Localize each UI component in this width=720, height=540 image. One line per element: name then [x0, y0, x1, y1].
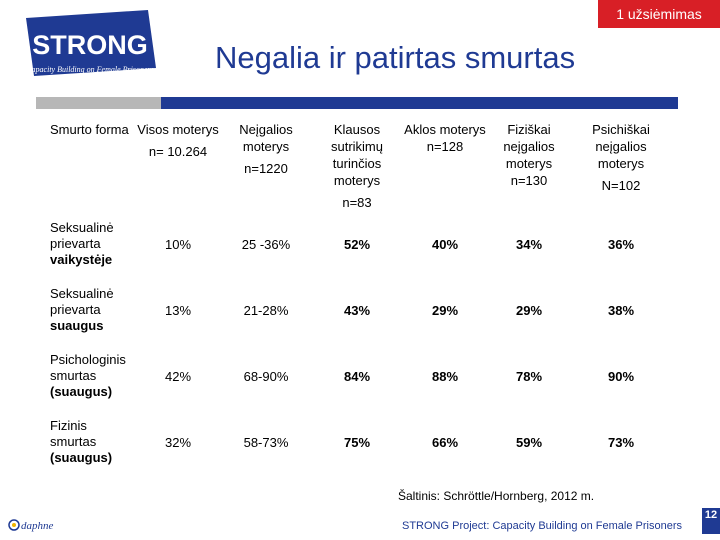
session-badge: 1 užsiėmimas — [598, 0, 720, 28]
column-header: Aklos moterys n=128 — [404, 122, 486, 154]
table-cell: 36% — [607, 236, 635, 252]
table-row: Fizinis smurtas (suaugus) 32% 58-73% 75% 6… — [42, 409, 670, 475]
source-note: Šaltinis: Schröttle/Hornberg, 2012 m. — [398, 489, 595, 503]
row-label: Seksualinė prievarta suaugus — [50, 286, 114, 333]
table-row: Seksualinė prievarta suaugus 13% 21-28% 43… — [42, 277, 670, 343]
table-cell: 40% — [431, 236, 459, 252]
column-header: Klausos sutrikimų turinčios moterys n=83 — [330, 122, 383, 210]
table-cell: 34% — [515, 236, 543, 252]
table-cell: 59% — [515, 434, 543, 450]
table-header-row: Smurto forma Visos moterys n= 10.264 Neįg… — [42, 115, 670, 211]
column-header: Psichiškai neįgalios moterys N=102 — [592, 122, 650, 193]
table-row: Seksualinė prievarta vaikystėje 10% 25 -36… — [42, 211, 670, 277]
column-header: Fiziškai neįgalios moterys n=130 — [503, 122, 555, 188]
strong-logo: STRONG Capacity Building on Female Priso… — [26, 10, 156, 76]
table-cell: 78% — [515, 368, 543, 384]
table-cell: 42% — [164, 368, 192, 384]
column-header: Visos moterys n= 10.264 — [137, 122, 219, 159]
table-cell: 25 -36% — [241, 236, 291, 252]
table-cell: 10% — [164, 236, 192, 252]
table-cell: 66% — [431, 434, 459, 450]
table-cell: 29% — [515, 302, 543, 318]
page-number: 12 — [702, 508, 720, 534]
logo-tagline-text: Capacity Building on Female Prisoners — [26, 65, 154, 74]
table-cell: 43% — [343, 302, 371, 318]
divider-blue — [161, 97, 678, 109]
table-cell: 13% — [164, 302, 192, 318]
table-cell: 73% — [607, 434, 635, 450]
table-row: Psichologinis smurtas (suaugus) 42% 68-90%… — [42, 343, 670, 409]
logo-brand-text: STRONG — [32, 30, 148, 60]
table-cell: 68-90% — [243, 368, 289, 384]
table-cell: 88% — [431, 368, 459, 384]
table-cell: 38% — [607, 302, 635, 318]
column-header: Neįgalios moterys n=1220 — [239, 122, 293, 176]
daphne-logo-text: daphne — [21, 520, 54, 532]
footer-project: STRONG Project: Capacity Building on Fem… — [402, 520, 682, 532]
violence-table: Smurto forma Visos moterys n= 10.264 Neįg… — [42, 115, 670, 475]
column-header: Smurto forma — [50, 122, 129, 137]
table-cell: 90% — [607, 368, 635, 384]
row-label: Psichologinis smurtas (suaugus) — [50, 352, 126, 399]
row-label: Seksualinė prievarta vaikystėje — [50, 220, 114, 267]
table-cell: 84% — [343, 368, 371, 384]
page-title: Negalia ir patirtas smurtas — [215, 40, 576, 75]
table-cell: 52% — [343, 236, 371, 252]
table-cell: 58-73% — [243, 434, 289, 450]
table-cell: 75% — [343, 434, 371, 450]
divider-gray — [36, 97, 161, 109]
daphne-logo: daphne — [8, 519, 54, 532]
table-cell: 32% — [164, 434, 192, 450]
table-cell: 21-28% — [243, 302, 289, 318]
row-label: Fizinis smurtas (suaugus) — [50, 418, 113, 465]
table-cell: 29% — [431, 302, 459, 318]
